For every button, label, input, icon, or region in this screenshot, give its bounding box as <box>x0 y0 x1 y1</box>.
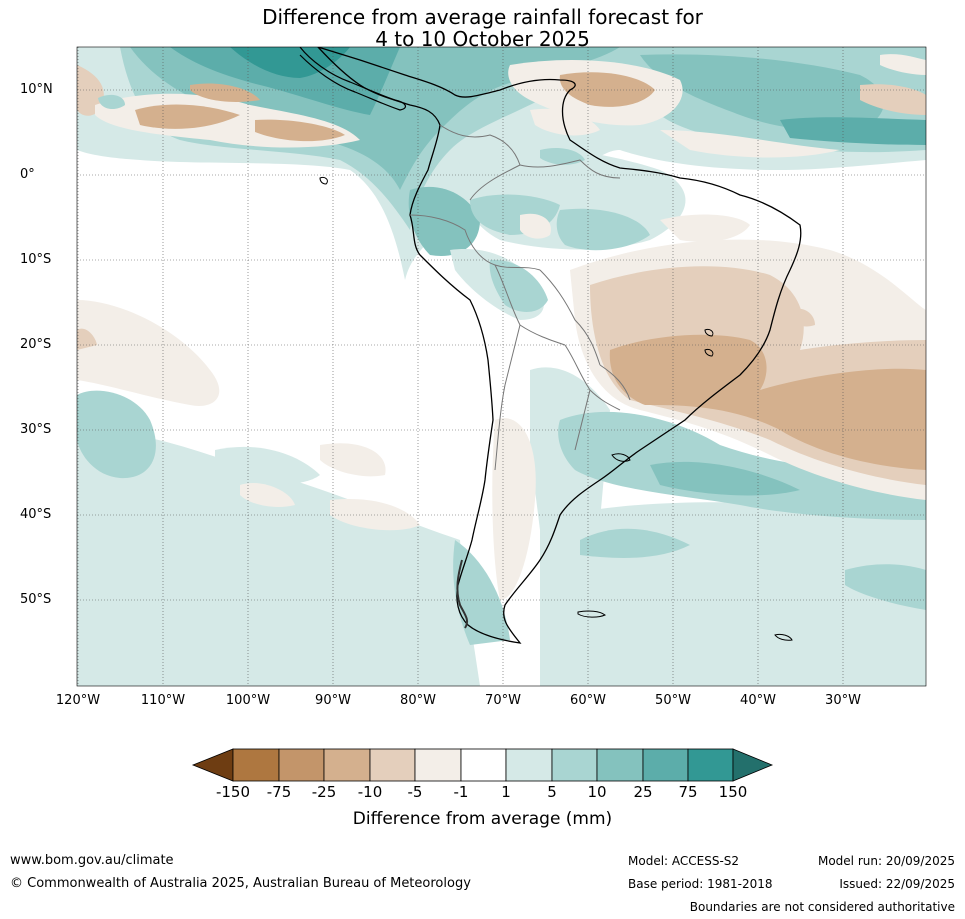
lat-label-50s: 50°S <box>20 592 52 607</box>
lon-label-110w: 110°W <box>140 693 186 708</box>
colorbar-tick: -25 <box>311 783 337 801</box>
copyright-text: © Commonwealth of Australia 2025, Austra… <box>10 876 471 891</box>
lon-label-70w: 70°W <box>485 693 521 708</box>
lat-label-0: 0° <box>20 167 35 182</box>
colorbar-segment <box>323 748 371 782</box>
country-borders <box>409 124 631 471</box>
colorbar-tick: -10 <box>357 783 383 801</box>
central-america-coastline <box>299 47 407 111</box>
colorbar-tick: 25 <box>633 783 653 801</box>
colorbar-segment <box>596 748 644 782</box>
base-period: Base period: 1981-2018 <box>628 877 773 891</box>
model-name: Model: ACCESS-S2 <box>628 854 740 868</box>
lat-label-30s: 30°S <box>20 422 52 437</box>
colorbar-segment <box>642 748 689 782</box>
lat-label-10s: 10°S <box>20 252 52 267</box>
colorbar-segment <box>278 748 325 782</box>
colorbar-tick: 75 <box>678 783 698 801</box>
lon-label-60w: 60°W <box>570 693 606 708</box>
lat-label-20s: 20°S <box>20 337 52 352</box>
colorbar-tick: -5 <box>407 783 423 801</box>
colorbar-low-extension <box>191 748 234 782</box>
colorbar-tick: -150 <box>215 783 251 801</box>
colorbar-segment <box>414 748 462 782</box>
colorbar-tick: -75 <box>266 783 292 801</box>
lon-label-30w: 30°W <box>825 693 861 708</box>
colorbar-label: Difference from average (mm) <box>352 809 613 829</box>
colorbar-segment <box>551 748 598 782</box>
lon-label-100w: 100°W <box>225 693 271 708</box>
colorbar-high-extension <box>732 748 774 782</box>
colorbar-tick: -1 <box>453 783 469 801</box>
colorbar-tick: 1 <box>501 783 511 801</box>
colorbar-tick: 10 <box>587 783 607 801</box>
colorbar-tick: 150 <box>718 783 748 801</box>
issued-date: Issued: 22/09/2025 <box>839 877 955 891</box>
south-america-coastline <box>317 47 802 644</box>
boundaries-disclaimer: Boundaries are not considered authoritat… <box>689 900 955 914</box>
map-graticule <box>77 47 926 686</box>
colorbar-segment <box>232 748 280 782</box>
colorbar <box>191 748 774 782</box>
lat-label-40s: 40°S <box>20 507 52 522</box>
lon-label-40w: 40°W <box>740 693 776 708</box>
colorbar-segment <box>687 748 734 782</box>
lon-label-120w: 120°W <box>55 693 101 708</box>
colorbar-segment <box>460 748 507 782</box>
colorbar-segment <box>505 748 553 782</box>
website-link[interactable]: www.bom.gov.au/climate <box>10 853 174 868</box>
lon-label-90w: 90°W <box>315 693 351 708</box>
lon-label-80w: 80°W <box>400 693 436 708</box>
model-run-date: Model run: 20/09/2025 <box>817 854 955 868</box>
map-title-line1: Difference from average rainfall forecas… <box>262 5 703 29</box>
lon-label-50w: 50°W <box>655 693 691 708</box>
colorbar-tick: 5 <box>547 783 557 801</box>
rainfall-anomaly-field <box>77 47 926 686</box>
map-title-line2: 4 to 10 October 2025 <box>375 27 590 51</box>
colorbar-segment <box>369 748 416 782</box>
lat-label-10n: 10°N <box>20 82 53 97</box>
